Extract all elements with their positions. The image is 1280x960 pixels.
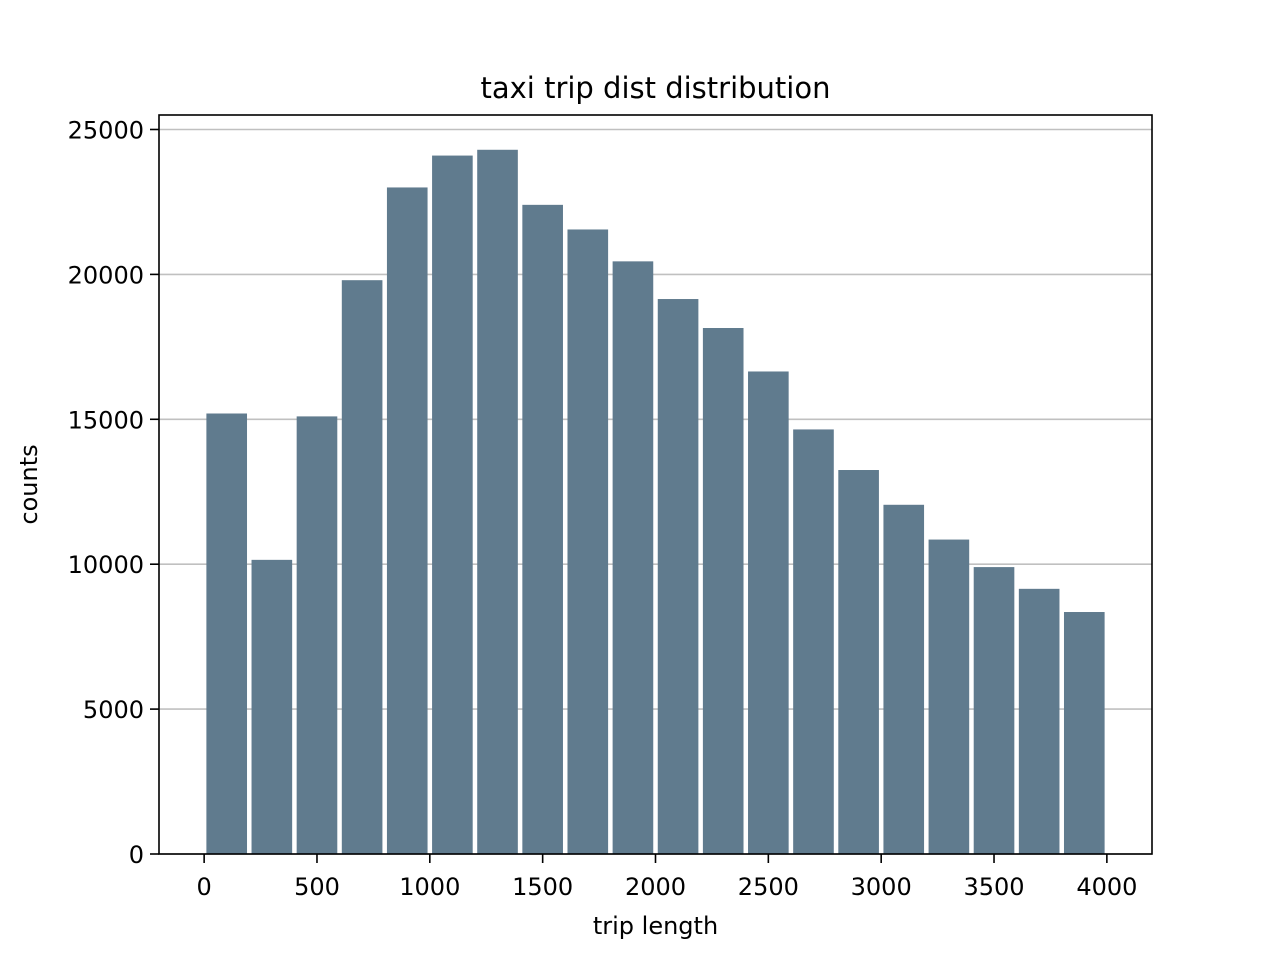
bar (386, 187, 428, 854)
bar (702, 328, 744, 855)
bar (296, 416, 338, 854)
chart-title: taxi trip dist distribution (481, 71, 831, 105)
y-axis-ticks: 0 5000 10000 15000 20000 25000 (68, 116, 159, 869)
bar (567, 229, 609, 855)
x-axis-label: trip length (593, 912, 718, 940)
bar (251, 559, 293, 854)
bar (612, 261, 654, 855)
bar (341, 280, 383, 854)
bar (522, 204, 563, 854)
x-tick-label: 0 (196, 873, 211, 901)
bars (206, 149, 1105, 855)
bar (838, 470, 879, 854)
bar (973, 567, 1015, 854)
bar (657, 299, 699, 854)
y-tick-label: 25000 (68, 116, 144, 144)
bar (793, 429, 834, 854)
x-tick-label: 4000 (1076, 873, 1137, 901)
y-tick-label: 15000 (68, 406, 144, 434)
bar (928, 539, 970, 854)
bar (1063, 612, 1105, 854)
y-tick-label: 20000 (68, 261, 144, 289)
x-tick-label: 1500 (512, 873, 573, 901)
x-tick-label: 500 (294, 873, 340, 901)
y-tick-label: 5000 (83, 696, 144, 724)
bar (1018, 588, 1060, 854)
x-tick-label: 3000 (851, 873, 912, 901)
y-axis-label: counts (15, 444, 43, 524)
x-tick-label: 3500 (963, 873, 1024, 901)
bar (748, 371, 789, 854)
bar (432, 155, 473, 854)
bar (477, 149, 518, 854)
x-tick-label: 2000 (625, 873, 686, 901)
x-tick-label: 1000 (399, 873, 460, 901)
x-tick-label: 2500 (738, 873, 799, 901)
x-axis-ticks: 0 500 1000 1500 2000 2500 3000 3500 4000 (196, 854, 1137, 901)
y-tick-label: 0 (129, 841, 144, 869)
bar (206, 413, 248, 854)
bar (883, 504, 925, 854)
y-tick-label: 10000 (68, 551, 144, 579)
